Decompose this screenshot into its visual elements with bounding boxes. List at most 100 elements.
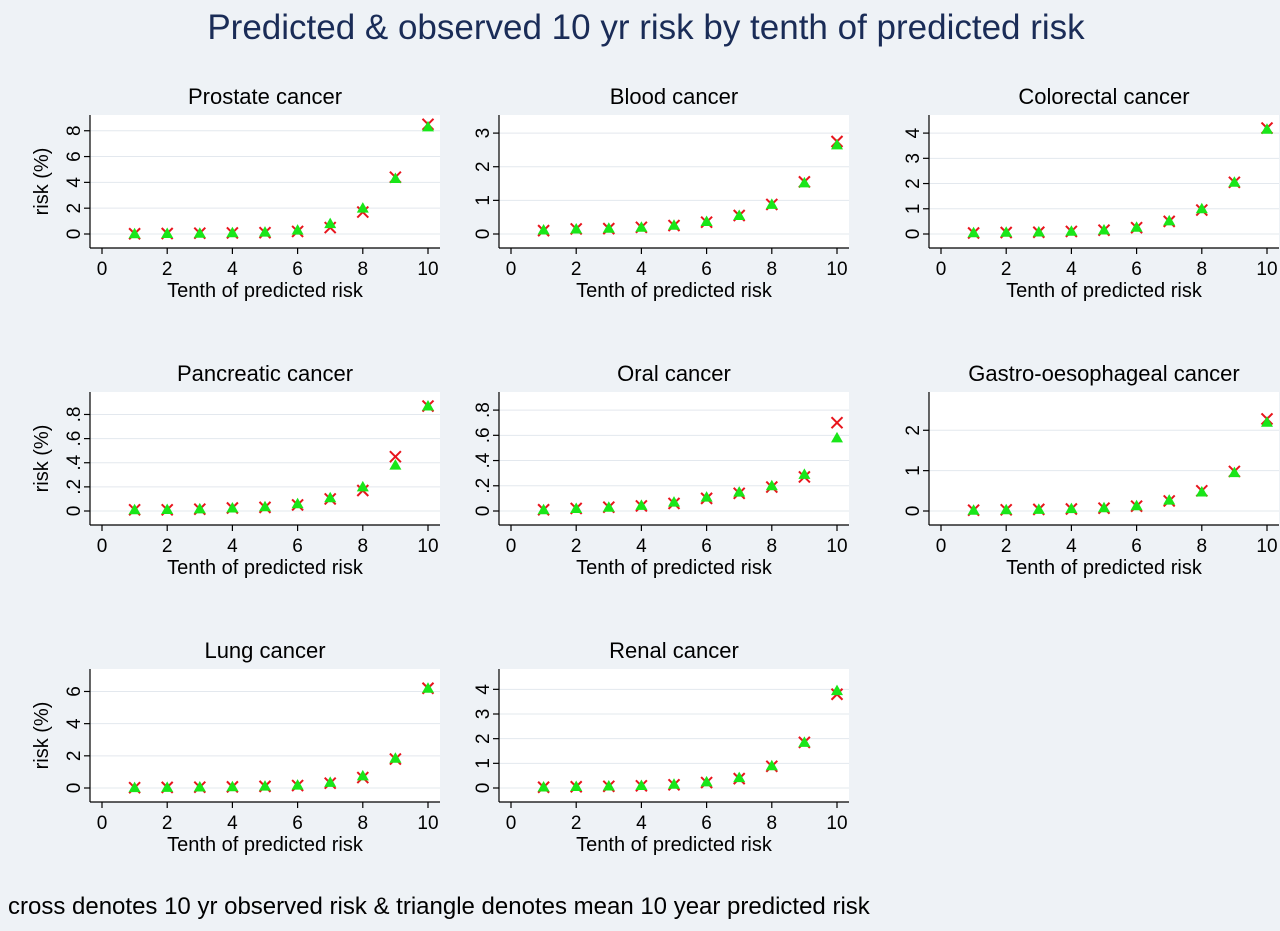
x-axis-title: Tenth of predicted risk xyxy=(576,280,773,302)
x-tick-label: 4 xyxy=(1066,259,1077,280)
chart-panel-7: 0 2 4 6 0 2 4 6 8 10 Lung cancer Tenth of predicted… xyxy=(31,638,440,856)
y-tick-label: 1 xyxy=(903,465,924,476)
y-tick-label: .8 xyxy=(64,407,85,423)
x-tick-label: 4 xyxy=(227,259,238,280)
x-tick-label: 10 xyxy=(417,536,438,557)
predicted-triangle-marker xyxy=(798,468,811,479)
y-tick-label: 2 xyxy=(64,203,85,214)
predicted-triangle-marker xyxy=(291,224,304,235)
observed-cross-marker xyxy=(830,416,844,429)
y-tick-label: 3 xyxy=(903,153,924,164)
cross-stroke xyxy=(389,450,402,463)
predicted-triangle-marker xyxy=(570,502,583,513)
y-tick-label: 0 xyxy=(64,229,85,240)
predicted-triangle-marker xyxy=(733,209,746,220)
predicted-triangle-marker xyxy=(733,486,746,497)
x-tick-label: 4 xyxy=(636,536,647,557)
panel-title: Pancreatic cancer xyxy=(177,361,353,386)
x-tick-label: 8 xyxy=(358,536,369,557)
predicted-triangle-marker xyxy=(1195,202,1208,214)
figure-title: Predicted & observed 10 yr risk by tenth… xyxy=(207,8,1085,47)
x-tick-label: 4 xyxy=(636,813,647,834)
x-tick-label: 8 xyxy=(767,259,778,280)
predicted-triangle-marker xyxy=(324,491,337,503)
x-tick-label: 6 xyxy=(292,259,303,280)
x-tick-label: 4 xyxy=(1066,536,1077,557)
predicted-triangle-marker xyxy=(765,479,778,491)
predicted-triangle-marker xyxy=(602,780,615,791)
chart-panel-5: 0 .2 .4 .6 .8 0 2 4 6 8 10 Oral cancer Tenth of pred… xyxy=(473,361,849,579)
panel-title: Lung cancer xyxy=(204,638,325,663)
predicted-triangle-marker xyxy=(128,503,141,515)
y-tick-label: 4 xyxy=(903,127,924,138)
x-tick-label: 8 xyxy=(767,536,778,557)
predicted-triangle-marker xyxy=(570,780,583,792)
predicted-triangle-marker xyxy=(259,780,271,791)
predicted-triangle-marker xyxy=(1098,501,1110,513)
predicted-triangle-marker xyxy=(1163,494,1176,505)
y-tick-label: 8 xyxy=(64,125,85,136)
y-tick-label: .8 xyxy=(473,402,494,418)
panel-title: Prostate cancer xyxy=(188,84,342,109)
x-tick-label: 4 xyxy=(227,813,238,834)
x-tick-label: 2 xyxy=(162,259,173,280)
predicted-triangle-marker xyxy=(324,217,337,229)
predicted-triangle-marker xyxy=(389,459,402,470)
predicted-triangle-marker xyxy=(291,779,304,790)
y-tick-label: 4 xyxy=(64,177,85,188)
predicted-triangle-marker xyxy=(1261,416,1273,427)
x-axis-title: Tenth of predicted risk xyxy=(576,557,773,579)
y-tick-label: 1 xyxy=(473,195,494,206)
cross-stroke xyxy=(830,416,844,429)
predicted-triangle-marker xyxy=(635,779,648,791)
predicted-triangle-marker xyxy=(422,120,434,132)
y-axis-title: risk (%) xyxy=(31,425,53,493)
y-tick-label: 6 xyxy=(64,151,85,162)
predicted-triangle-marker xyxy=(422,400,434,411)
chart-panel-6: 0 1 2 0 2 4 6 8 10 Gastro-oesophageal cancer Tenth… xyxy=(903,361,1279,579)
y-tick-label: .4 xyxy=(64,454,85,470)
predicted-triangle-marker xyxy=(831,684,843,696)
y-tick-label: 0 xyxy=(473,783,494,794)
predicted-triangle-marker xyxy=(668,778,680,789)
chart-panel-8: 0 1 2 3 4 0 2 4 6 8 10 Renal cancer Tenth of predict… xyxy=(473,638,849,856)
panel-title: Colorectal cancer xyxy=(1018,84,1189,109)
predicted-triangle-marker xyxy=(700,491,713,502)
predicted-triangle-marker xyxy=(831,138,843,150)
predicted-triangle-marker xyxy=(967,504,980,515)
x-tick-label: 6 xyxy=(701,536,712,557)
y-tick-label: 2 xyxy=(64,751,85,762)
predicted-triangle-marker xyxy=(733,771,746,783)
y-tick-label: 4 xyxy=(473,684,494,695)
x-tick-label: 8 xyxy=(358,259,369,280)
predicted-triangle-marker xyxy=(668,496,680,507)
predicted-triangle-marker xyxy=(602,501,615,512)
predicted-triangle-marker xyxy=(291,497,304,509)
predicted-triangle-marker xyxy=(259,226,271,237)
y-tick-label: 3 xyxy=(473,709,494,720)
predicted-triangle-marker xyxy=(226,501,239,513)
x-axis-title: Tenth of predicted risk xyxy=(167,557,364,579)
predicted-triangle-marker xyxy=(128,227,141,239)
y-tick-label: 2 xyxy=(473,733,494,744)
panel-title: Blood cancer xyxy=(610,84,738,109)
predicted-triangle-marker xyxy=(798,176,811,188)
predicted-triangle-marker xyxy=(700,775,713,787)
predicted-triangle-marker xyxy=(324,776,337,787)
x-tick-label: 6 xyxy=(701,813,712,834)
x-axis-title: Tenth of predicted risk xyxy=(1006,557,1203,579)
y-tick-label: 0 xyxy=(64,506,85,517)
x-tick-label: 10 xyxy=(417,259,438,280)
y-tick-label: 1 xyxy=(903,203,924,214)
x-tick-label: 10 xyxy=(1256,259,1277,280)
x-tick-label: 10 xyxy=(417,813,438,834)
predicted-triangle-marker xyxy=(831,431,843,443)
predicted-triangle-marker xyxy=(259,500,271,512)
chart-panel-4: 0 .2 .4 .6 .8 0 2 4 6 8 10 Pancreatic cancer Tenth o… xyxy=(31,361,440,579)
predicted-triangle-marker xyxy=(161,503,174,515)
y-tick-label: .2 xyxy=(64,479,85,495)
x-tick-label: 6 xyxy=(292,536,303,557)
predicted-triangle-marker xyxy=(356,480,369,492)
x-tick-label: 0 xyxy=(506,259,517,280)
y-tick-label: .2 xyxy=(473,478,494,494)
